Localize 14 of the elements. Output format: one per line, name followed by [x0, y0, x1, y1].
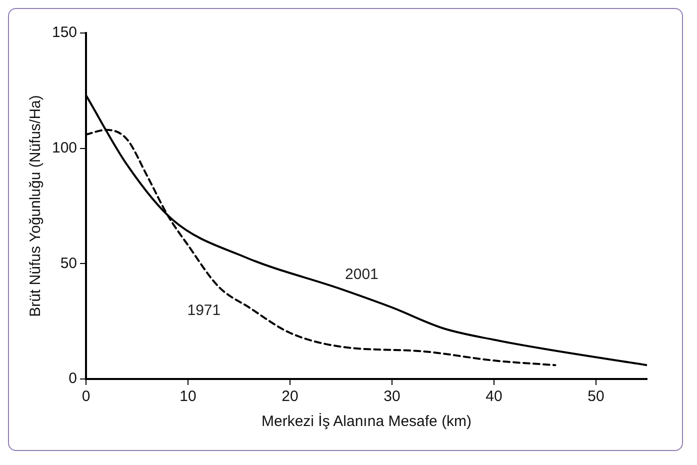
- y-tick-label: 50: [60, 254, 78, 272]
- y-tick-label: 0: [68, 370, 78, 388]
- y-tick-label: 150: [52, 24, 78, 42]
- y-axis-title: Brüt Nüfus Yoğunluğu (Nüfus/Ha): [27, 95, 44, 317]
- series-label: 2001: [345, 266, 378, 284]
- x-tick-label: 0: [82, 388, 90, 406]
- x-axis-title: Merkezi İş Alanına Mesafe (km): [261, 412, 472, 430]
- series-label: 1971: [187, 302, 221, 319]
- x-tick-label: 50: [588, 388, 604, 406]
- x-tick-label: 40: [486, 388, 502, 406]
- x-tick-label: 10: [180, 388, 196, 406]
- x-tick-label: 20: [282, 388, 298, 406]
- y-tick-label: 100: [52, 139, 78, 156]
- x-tick-label: 30: [384, 388, 400, 406]
